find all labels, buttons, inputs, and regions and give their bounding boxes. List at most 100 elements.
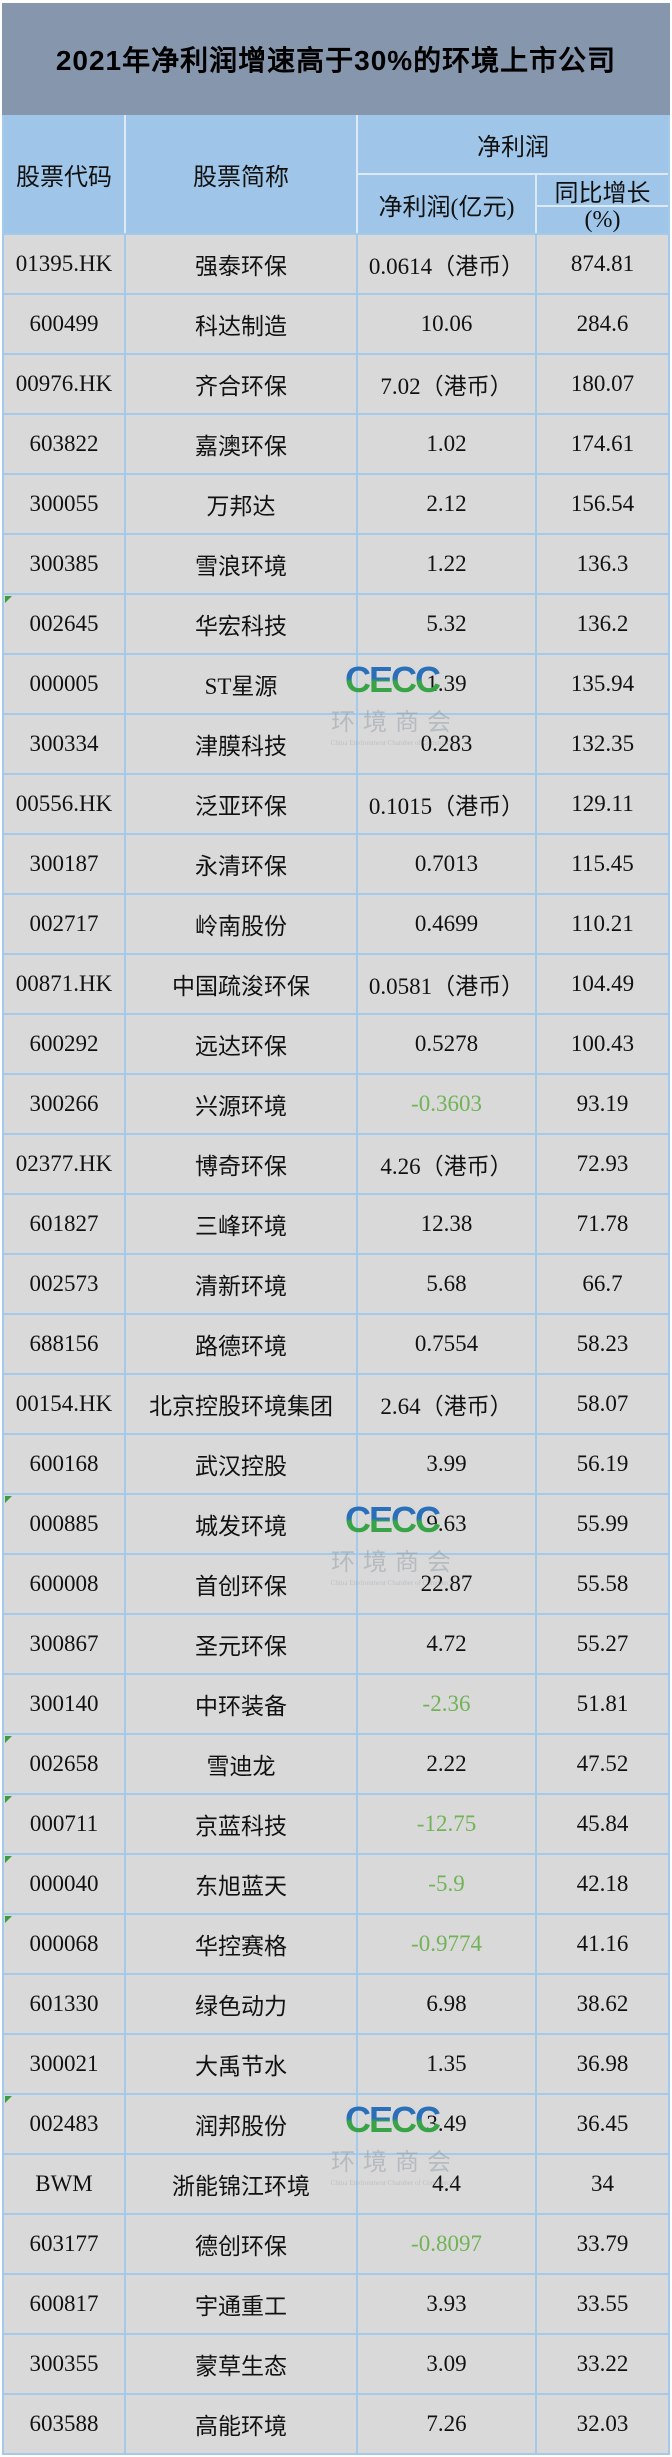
cell-name: 德创环保 bbox=[126, 2215, 358, 2273]
cell-growth: 38.62 bbox=[576, 1991, 629, 2016]
cell-code: 01395.HK bbox=[4, 235, 126, 293]
cell-code: 603822 bbox=[4, 415, 126, 473]
table-row: 601330 绿色动力 6.98 38.62 bbox=[2, 1975, 670, 2035]
table-row: 300187 永清环保 0.7013 115.45 bbox=[2, 835, 670, 895]
cell-growth: 104.49 bbox=[570, 971, 635, 996]
cell-profit: 22.87 bbox=[358, 1555, 537, 1613]
cell-name: 万邦达 bbox=[126, 475, 358, 533]
cell-name: 兴源环境 bbox=[126, 1075, 358, 1133]
cell-profit: 4.26（港币） bbox=[358, 1135, 537, 1193]
cell-growth: 156.54 bbox=[570, 491, 635, 516]
cell-name: 泛亚环保 bbox=[126, 775, 358, 833]
cell-growth: 180.07 bbox=[570, 371, 635, 396]
cell-growth: 33.55 bbox=[576, 2291, 629, 2316]
table-row: 600168 武汉控股 3.99 56.19 bbox=[2, 1435, 670, 1495]
cell-corner-marker-icon bbox=[5, 1496, 12, 1503]
table-row: 000005 ST星源 1.39 135.94 CECC 环境商会 China Enviro… bbox=[2, 655, 670, 747]
page-title: 2021年净利润增速高于30%的环境上市公司 bbox=[55, 45, 617, 76]
cell-code: 000711 bbox=[4, 1795, 126, 1853]
table-row: 02377.HK 博奇环保 4.26（港币） 72.93 bbox=[2, 1135, 670, 1195]
table-row: 300355 蒙草生态 3.09 33.22 bbox=[2, 2335, 670, 2395]
cell-profit: 0.1015（港币） bbox=[358, 775, 537, 833]
cell-code: 00556.HK bbox=[4, 775, 126, 833]
header-net-profit-group: 净利润 bbox=[358, 115, 668, 175]
cell-name: 博奇环保 bbox=[126, 1135, 358, 1193]
cell-name: 齐合环保 bbox=[126, 355, 358, 413]
cell-corner-marker-icon bbox=[5, 1736, 12, 1743]
cell-code: 600168 bbox=[4, 1435, 126, 1493]
table-row: 688156 路德环境 0.7554 58.23 bbox=[2, 1315, 670, 1375]
cell-profit: 1.22 bbox=[358, 535, 537, 593]
cell-code: 002645 bbox=[4, 595, 126, 653]
cell-code: 00154.HK bbox=[4, 1375, 126, 1433]
cell-growth: 136.2 bbox=[576, 611, 629, 636]
table-row: 000711 京蓝科技 -12.75 45.84 bbox=[2, 1795, 670, 1855]
table-row: 002658 雪迪龙 2.22 47.52 bbox=[2, 1735, 670, 1795]
cell-profit: 12.38 bbox=[358, 1195, 537, 1253]
cell-growth: 93.19 bbox=[576, 1091, 629, 1116]
table-row: 300021 大禹节水 1.35 36.98 bbox=[2, 2035, 670, 2095]
cell-code: 300140 bbox=[4, 1675, 126, 1733]
cell-profit: 3.49 bbox=[358, 2095, 537, 2153]
table-row: 00976.HK 齐合环保 7.02（港币） 180.07 bbox=[2, 355, 670, 415]
cell-growth: 36.98 bbox=[576, 2051, 629, 2076]
table-row: 600499 科达制造 10.06 284.6 bbox=[2, 295, 670, 355]
cell-growth: 136.3 bbox=[576, 551, 629, 576]
cell-code: 300867 bbox=[4, 1615, 126, 1673]
cell-profit: -2.36 bbox=[358, 1675, 537, 1733]
cell-growth: 55.27 bbox=[576, 1631, 629, 1656]
table-row: 600817 宇通重工 3.93 33.55 bbox=[2, 2275, 670, 2335]
cell-profit: 1.02 bbox=[358, 415, 537, 473]
cell-name: 宇通重工 bbox=[126, 2275, 358, 2333]
cell-profit: 1.35 bbox=[358, 2035, 537, 2093]
cell-growth: 115.45 bbox=[571, 851, 634, 876]
cell-code: 300021 bbox=[4, 2035, 126, 2093]
table-row: 000885 城发环境 9.63 55.99 CECC 环境商会 China Environ… bbox=[2, 1495, 670, 1587]
cell-growth: 58.23 bbox=[576, 1331, 629, 1356]
cell-code: 002483 bbox=[4, 2095, 126, 2153]
cell-code: 00976.HK bbox=[4, 355, 126, 413]
table-row: 300334 津膜科技 0.283 132.35 bbox=[2, 715, 670, 775]
table-row: 300055 万邦达 2.12 156.54 bbox=[2, 475, 670, 535]
cell-corner-marker-icon bbox=[5, 1856, 12, 1863]
cell-profit: 0.0614（港币） bbox=[358, 235, 537, 293]
cell-name: 路德环境 bbox=[126, 1315, 358, 1373]
cell-name: 浙能锦江环境 bbox=[126, 2155, 358, 2213]
cell-profit: 0.7013 bbox=[358, 835, 537, 893]
cell-profit: 2.64（港币） bbox=[358, 1375, 537, 1433]
cell-code: 002658 bbox=[4, 1735, 126, 1793]
cell-growth: 51.81 bbox=[576, 1691, 629, 1716]
cell-growth: 42.18 bbox=[576, 1871, 629, 1896]
cell-profit: 0.5278 bbox=[358, 1015, 537, 1073]
cell-name: 永清环保 bbox=[126, 835, 358, 893]
cell-name: 三峰环境 bbox=[126, 1195, 358, 1253]
table-row: 600008 首创环保 22.87 55.58 bbox=[2, 1555, 670, 1615]
cell-name: 润邦股份 bbox=[126, 2095, 358, 2153]
cell-code: 603588 bbox=[4, 2395, 126, 2453]
stock-table: 2021年净利润增速高于30%的环境上市公司 股票代码 股票简称 净利润 净利润… bbox=[2, 3, 670, 2455]
cell-name: 城发环境 bbox=[126, 1495, 358, 1553]
cell-growth: 72.93 bbox=[576, 1151, 629, 1176]
table-row: 603822 嘉澳环保 1.02 174.61 bbox=[2, 415, 670, 475]
cell-code: 300055 bbox=[4, 475, 126, 533]
cell-corner-marker-icon bbox=[5, 1796, 12, 1803]
cell-code: 300266 bbox=[4, 1075, 126, 1133]
cell-name: 岭南股份 bbox=[126, 895, 358, 953]
cell-name: 中国疏浚环保 bbox=[126, 955, 358, 1013]
cell-profit: 5.68 bbox=[358, 1255, 537, 1313]
table-row: 00154.HK 北京控股环境集团 2.64（港币） 58.07 bbox=[2, 1375, 670, 1435]
table-row: 002573 清新环境 5.68 66.7 bbox=[2, 1255, 670, 1315]
cell-profit: 7.02（港币） bbox=[358, 355, 537, 413]
table-row: 00871.HK 中国疏浚环保 0.0581（港币） 104.49 bbox=[2, 955, 670, 1015]
cell-growth: 56.19 bbox=[576, 1451, 629, 1476]
cell-code: 600817 bbox=[4, 2275, 126, 2333]
cell-code: 002717 bbox=[4, 895, 126, 953]
cell-code: 600008 bbox=[4, 1555, 126, 1613]
cell-name: 大禹节水 bbox=[126, 2035, 358, 2093]
table-row: 300385 雪浪环境 1.22 136.3 bbox=[2, 535, 670, 595]
table-row: 01395.HK 强泰环保 0.0614（港币） 874.81 bbox=[2, 235, 670, 295]
cell-code: 000040 bbox=[4, 1855, 126, 1913]
cell-name: 蒙草生态 bbox=[126, 2335, 358, 2393]
cell-profit: 3.99 bbox=[358, 1435, 537, 1493]
